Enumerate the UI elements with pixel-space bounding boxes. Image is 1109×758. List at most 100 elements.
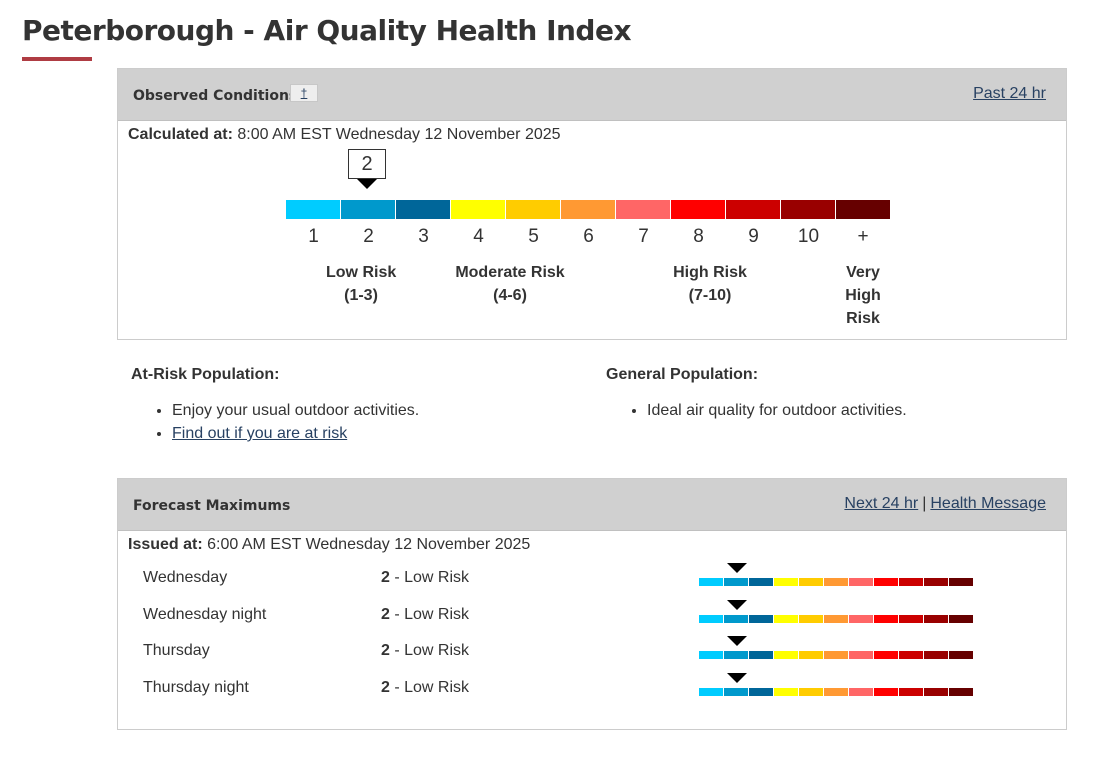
mini-scale-segment [724,651,749,659]
mini-scale-segment [899,615,924,623]
risk-label-very-high: Very High Risk [836,261,890,330]
calculated-at: Calculated at: 8:00 AM EST Wednesday 12 … [128,126,561,144]
forecast-period: Thursday night [143,679,249,696]
forecast-value: 2 - Low Risk [381,606,469,624]
risk-high-range: (7-10) [688,287,732,304]
mini-scale-segment [824,578,849,586]
scale-tick-label: 10 [797,226,820,247]
scale-segment [451,200,506,219]
mini-scale-segment [849,688,874,696]
risk-very-high-line3: Risk [846,310,880,327]
observed-heading: Observed Conditions [133,88,298,104]
issued-label: Issued at: [128,536,203,553]
forecast-period: Wednesday [143,569,228,586]
title-underline [22,57,92,61]
mini-scale-segment [899,651,924,659]
mini-scale-segment [799,578,824,586]
forecast-risk-text: - Low Risk [389,569,470,586]
mini-scale-segment [874,578,899,586]
risk-very-high-line2: High [845,287,881,304]
find-out-if-at-risk-link[interactable]: Find out if you are at risk [172,425,348,442]
scale-segment [286,200,341,219]
observed-conditions-panel: Observed Conditions † Past 24 hr Calcula… [117,68,1067,340]
mini-scale-segment [749,688,774,696]
at-risk-link-item: Find out if you are at risk [172,422,419,445]
mini-scale-segment [799,651,824,659]
forecast-value: 2 - Low Risk [381,569,469,587]
mini-scale-segment [874,651,899,659]
mini-scale-segment [899,578,924,586]
forecast-period: Thursday [143,642,210,659]
mini-scale-segment [774,651,799,659]
scale-segment [396,200,451,219]
mini-scale-segment [824,615,849,623]
forecast-mini-scale [699,578,973,586]
forecast-row: Thursday night 2 - Low Risk [118,673,1066,703]
scale-tick-label: 1 [308,226,319,247]
mini-scale-segment [949,651,973,659]
issued-at: Issued at: 6:00 AM EST Wednesday 12 Nove… [128,536,530,554]
forecast-aqhi-number: 2 [381,679,390,696]
scale-segment [726,200,781,219]
forecast-aqhi-number: 2 [381,569,390,586]
mini-scale-segment [774,615,799,623]
forecast-maximums-panel: Forecast Maximums Next 24 hr | Health Mess… [117,478,1067,730]
past-24hr-link[interactable]: Past 24 hr [973,85,1046,102]
mini-scale-segment [699,651,724,659]
general-population-item: Ideal air quality for outdoor activities… [647,399,907,422]
mini-scale-segment [799,615,824,623]
scale-tick-label: 4 [473,226,484,247]
mini-scale-segment [874,688,899,696]
mini-scale-segment [849,615,874,623]
next-24hr-link[interactable]: Next 24 hr [844,495,919,512]
scale-tick-label: 7 [638,226,649,247]
forecast-value: 2 - Low Risk [381,679,469,697]
forecast-panel-header: Forecast Maximums Next 24 hr | Health Mess… [118,479,1066,531]
forecast-pointer-icon [726,563,747,573]
forecast-aqhi-number: 2 [381,606,390,623]
scale-tick-label: 8 [693,226,704,247]
mini-scale-segment [699,578,724,586]
current-aqhi-value: 2 [348,149,386,179]
scale-segment [616,200,671,219]
forecast-period: Wednesday night [143,606,267,623]
scale-segment [671,200,726,219]
mini-scale-segment [749,615,774,623]
mini-scale-segment [774,578,799,586]
forecast-row: Wednesday night 2 - Low Risk [118,600,1066,630]
current-value-pointer-icon [357,179,377,189]
forecast-pointer-icon [726,600,747,610]
footnote-link[interactable]: † [290,84,318,102]
forecast-risk-text: - Low Risk [389,679,470,696]
mini-scale-segment [924,688,949,696]
general-population-list: Ideal air quality for outdoor activities… [607,399,907,422]
mini-scale-segment [924,578,949,586]
scale-segment [781,200,836,219]
forecast-row: Wednesday 2 - Low Risk [118,563,1066,593]
risk-label-moderate: Moderate Risk (4-6) [455,261,565,307]
scale-tick-label: 5 [528,226,539,247]
scale-tick-label: 3 [418,226,429,247]
risk-low-range: (1-3) [344,287,378,304]
forecast-value: 2 - Low Risk [381,642,469,660]
mini-scale-segment [699,615,724,623]
risk-very-high-line1: Very [846,264,880,281]
forecast-mini-scale [699,688,973,696]
health-message-link[interactable]: Health Message [930,495,1046,512]
risk-moderate-name: Moderate Risk [455,264,565,281]
issued-value: 6:00 AM EST Wednesday 12 November 2025 [207,536,531,553]
mini-scale-segment [749,651,774,659]
forecast-row: Thursday 2 - Low Risk [118,636,1066,666]
observed-panel-header: Observed Conditions † Past 24 hr [118,69,1066,121]
forecast-heading: Forecast Maximums [133,498,291,514]
forecast-risk-text: - Low Risk [389,606,470,623]
mini-scale-segment [899,688,924,696]
scale-tick-label: + [857,226,869,247]
forecast-mini-scale [699,651,973,659]
forecast-pointer-icon [726,636,747,646]
observed-head-links: Past 24 hr [973,85,1046,103]
forecast-head-links: Next 24 hr | Health Message [844,495,1046,513]
forecast-aqhi-number: 2 [381,642,390,659]
mini-scale-segment [749,578,774,586]
mini-scale-segment [724,615,749,623]
